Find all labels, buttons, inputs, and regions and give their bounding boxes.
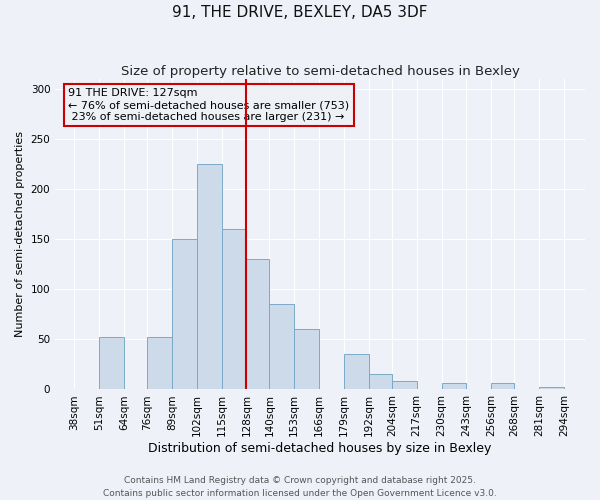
Text: 91 THE DRIVE: 127sqm
← 76% of semi-detached houses are smaller (753)
 23% of sem: 91 THE DRIVE: 127sqm ← 76% of semi-detac… bbox=[68, 88, 350, 122]
Bar bbox=[369, 374, 392, 390]
Bar bbox=[221, 230, 247, 390]
Bar bbox=[147, 338, 172, 390]
Text: 91, THE DRIVE, BEXLEY, DA5 3DF: 91, THE DRIVE, BEXLEY, DA5 3DF bbox=[172, 5, 428, 20]
Bar bbox=[172, 240, 197, 390]
Bar bbox=[442, 384, 466, 390]
Bar bbox=[491, 384, 514, 390]
Bar bbox=[344, 354, 369, 390]
X-axis label: Distribution of semi-detached houses by size in Bexley: Distribution of semi-detached houses by … bbox=[148, 442, 492, 455]
Y-axis label: Number of semi-detached properties: Number of semi-detached properties bbox=[15, 132, 25, 338]
Bar bbox=[99, 338, 124, 390]
Bar bbox=[539, 388, 564, 390]
Bar bbox=[197, 164, 221, 390]
Bar bbox=[294, 330, 319, 390]
Bar bbox=[247, 260, 269, 390]
Text: Contains HM Land Registry data © Crown copyright and database right 2025.
Contai: Contains HM Land Registry data © Crown c… bbox=[103, 476, 497, 498]
Bar bbox=[269, 304, 294, 390]
Title: Size of property relative to semi-detached houses in Bexley: Size of property relative to semi-detach… bbox=[121, 65, 520, 78]
Bar bbox=[392, 382, 416, 390]
